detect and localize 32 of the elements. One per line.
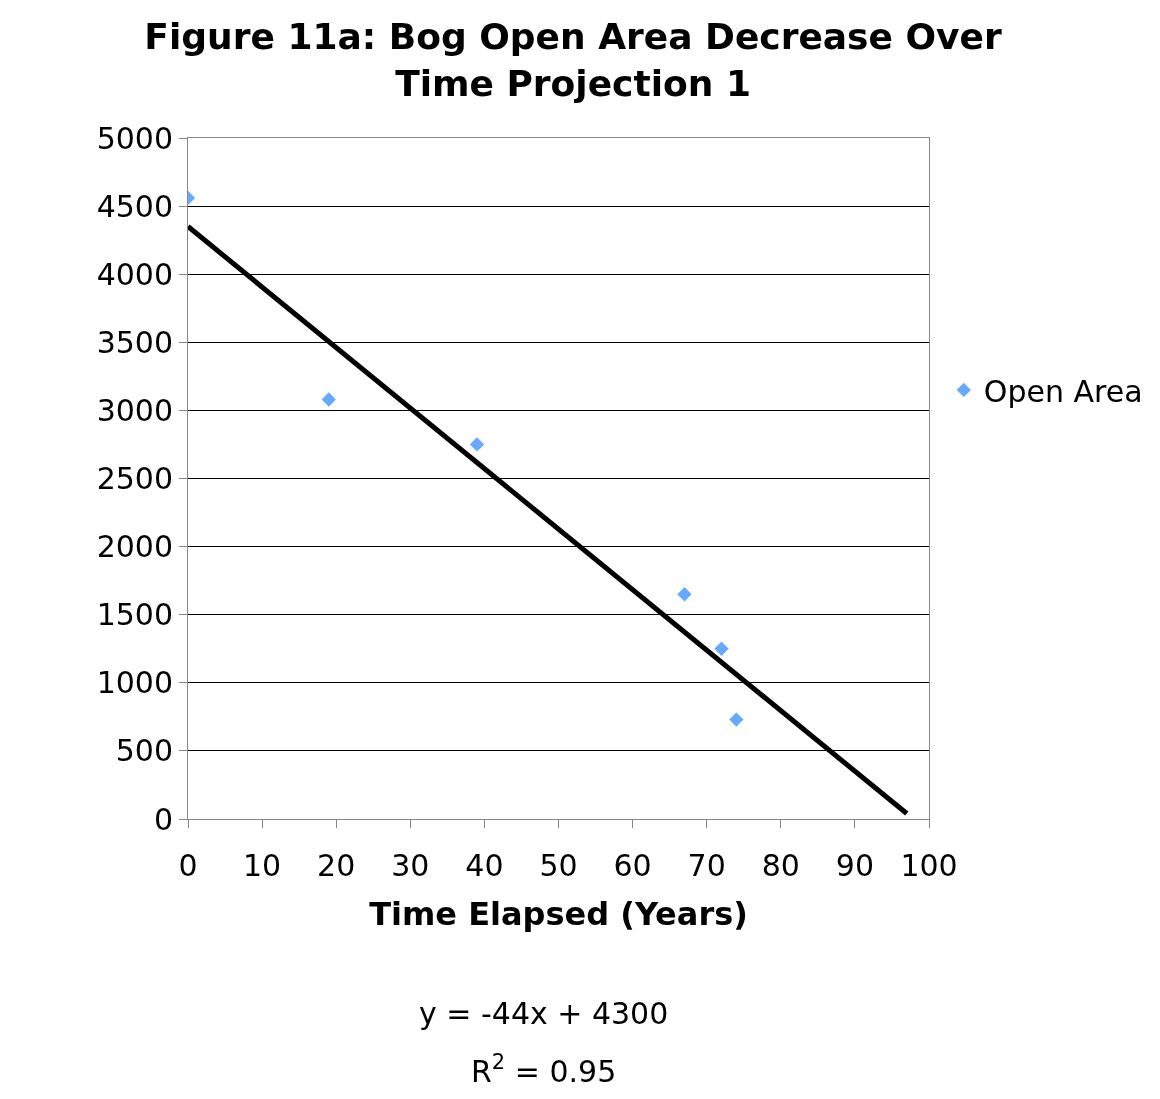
x-axis-title: Time Elapsed (Years)	[369, 894, 748, 933]
y-tick-label: 1000	[96, 665, 173, 701]
y-tick-label: 0	[153, 801, 173, 837]
y-tick-label: 4000	[96, 256, 173, 292]
y-tick-label: 4500	[96, 188, 173, 224]
point	[321, 392, 336, 407]
x-tick-label: 70	[687, 848, 726, 883]
y-tick-label: 1500	[96, 597, 173, 633]
x-tick-label: 60	[613, 848, 652, 883]
x-tick-label: 100	[900, 848, 958, 883]
y-tick-label: 5000	[96, 120, 173, 156]
point	[714, 641, 729, 656]
point	[469, 437, 485, 452]
point	[677, 587, 692, 602]
x-tick-label: 0	[178, 848, 198, 883]
text: R$^{2}$ = 0.95	[471, 1050, 617, 1089]
x-tick-label: 20	[317, 848, 356, 883]
x-tick-label: 30	[391, 848, 430, 883]
chart-title: Figure 11a: Bog Open Area Decrease Over Time Projection 1	[144, 16, 1002, 105]
x-tick-label: 40	[465, 848, 504, 883]
y-tick-label: 2500	[96, 461, 173, 496]
x-tick-label: 80	[761, 848, 800, 883]
text: y = -44x + 4300	[419, 996, 669, 1031]
y-tick-label: 2000	[96, 529, 173, 565]
x-tick-label: 50	[539, 848, 578, 883]
legend-label: Open Area	[983, 373, 1143, 409]
y-tick-label: 3000	[96, 392, 173, 428]
point	[729, 712, 744, 727]
x-tick-label: 90	[835, 848, 874, 883]
y-tick-label: 500	[115, 733, 173, 769]
x-tick-label: 10	[243, 848, 282, 883]
y-tick-label: 3500	[96, 324, 173, 360]
